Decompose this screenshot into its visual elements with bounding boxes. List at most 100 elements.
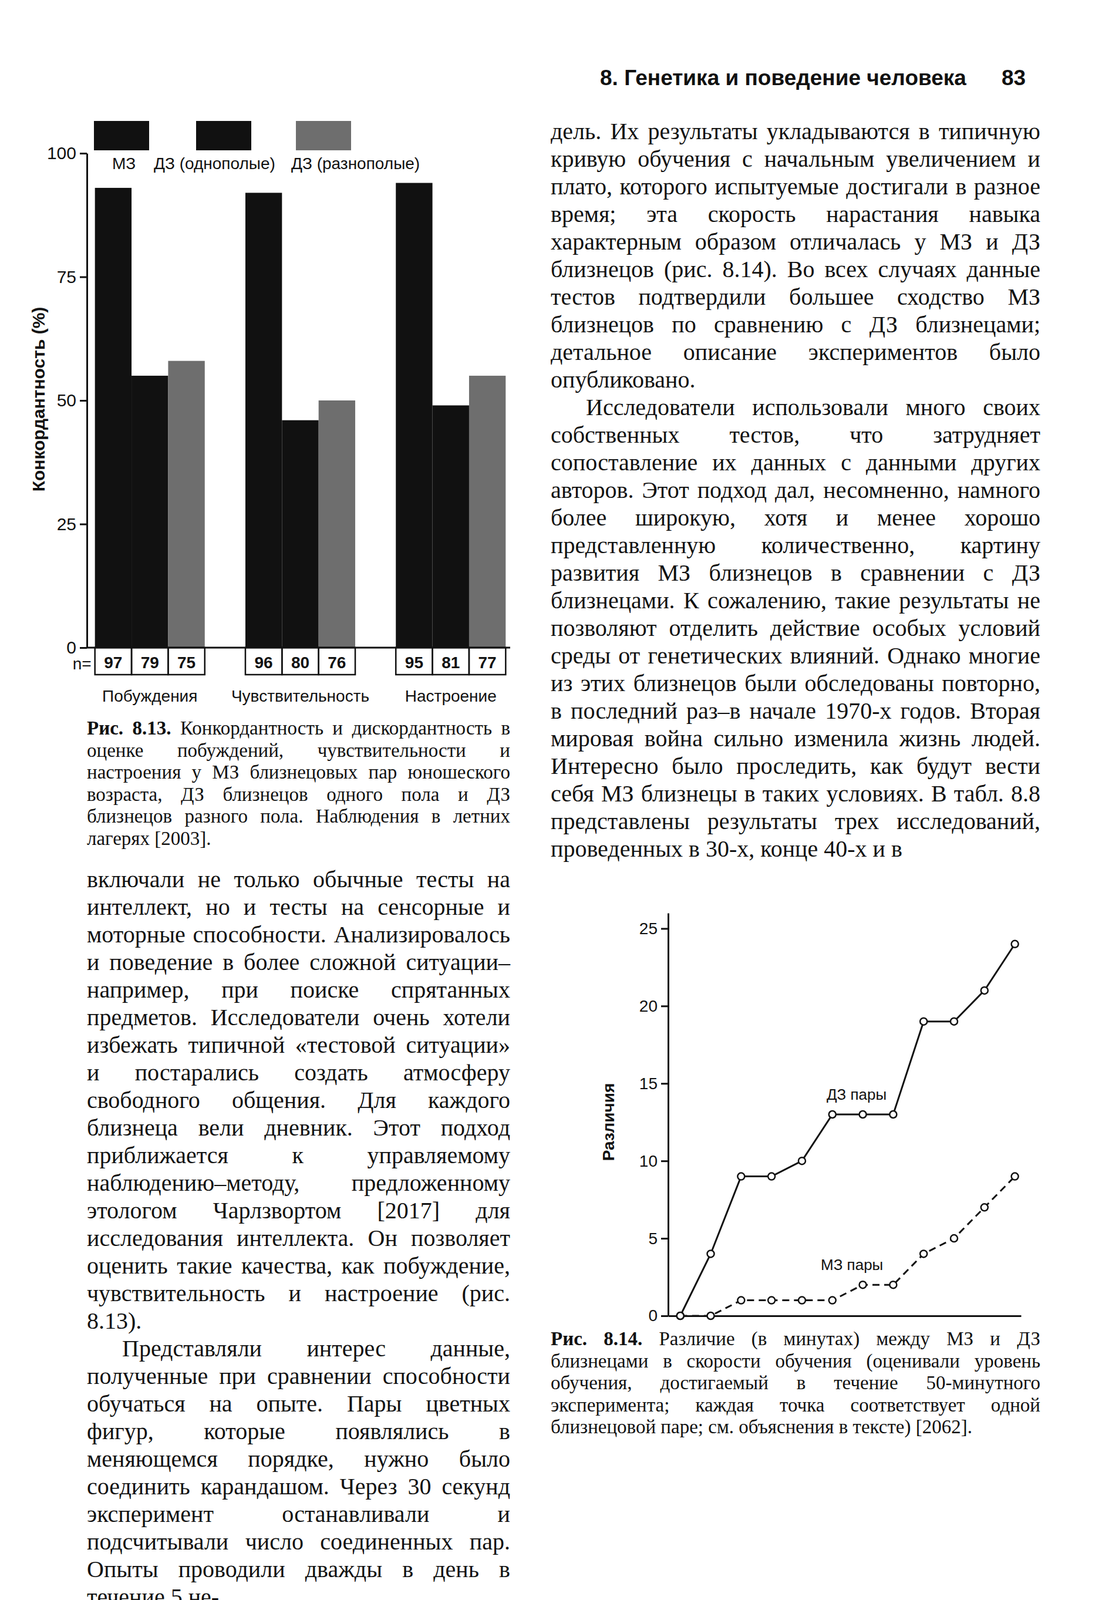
tick: 100: [46, 143, 87, 163]
y-axis: 0255075100: [46, 143, 88, 657]
legend-label: МЗ: [112, 154, 136, 173]
tick-label: 50: [56, 390, 77, 410]
tick: 0: [648, 1306, 669, 1325]
tick-mark: [661, 1160, 669, 1162]
caption-label: Рис. 8.14.: [550, 1328, 643, 1350]
bar: [318, 400, 356, 648]
n-value: 96: [254, 653, 273, 672]
n-value: 80: [291, 653, 310, 672]
point: [981, 986, 989, 994]
point: [707, 1312, 715, 1320]
point: [919, 1018, 928, 1026]
tick-mark: [661, 1237, 669, 1240]
tick-label: 20: [639, 996, 658, 1016]
tick-label: Настроение: [405, 686, 497, 706]
point: [798, 1296, 806, 1304]
tick-mark: [79, 276, 87, 279]
bar: [432, 405, 470, 648]
point: [919, 1249, 928, 1257]
text-column: дель. Их результаты укладываются в типич…: [550, 117, 1041, 863]
tick-mark: [79, 523, 87, 526]
x-axis: Побуждения Чувствительность Настроение: [86, 647, 511, 706]
n-value: 81: [441, 653, 460, 672]
point: [889, 1110, 897, 1118]
point: [1011, 940, 1019, 948]
paragraph: дель. Их результаты укладываются в типич…: [550, 117, 1041, 394]
point: [889, 1281, 897, 1289]
tick: Побуждения: [102, 647, 198, 706]
paragraph: Представляли интерес данные, полученные …: [86, 1334, 511, 1600]
n-cell: [432, 647, 470, 675]
tick-label: 100: [46, 143, 77, 163]
bar: [131, 375, 168, 648]
point: [767, 1173, 775, 1181]
paragraph: Исследователи использовали много своих с…: [550, 393, 1041, 863]
tick: 50: [56, 390, 87, 410]
tick-label: 25: [56, 514, 77, 534]
tick: 75: [56, 267, 87, 287]
n-cell: [469, 647, 506, 675]
figure-caption: Рис. 8.14. Различие (в минутах) между МЗ…: [550, 1328, 1041, 1439]
tick-label: 25: [639, 919, 658, 938]
n-value: 97: [103, 653, 123, 672]
n-row: 979695798081757677n=: [72, 647, 507, 675]
point: [981, 1203, 989, 1211]
caption-gap: [642, 1328, 659, 1350]
point: [950, 1234, 958, 1242]
paragraph: включали не только обычные тесты на инте…: [86, 865, 511, 1335]
n-cell: [281, 647, 319, 675]
legend-swatch: [196, 120, 252, 151]
tick-label: 15: [639, 1074, 658, 1093]
n-cell: [167, 647, 205, 675]
point: [859, 1110, 867, 1118]
series-label: МЗ пары: [820, 1255, 883, 1274]
tick-mark: [661, 927, 669, 930]
tick-mark: [79, 399, 87, 402]
tick: 5: [648, 1229, 669, 1248]
y-axis-title: Различия: [599, 1083, 618, 1162]
tick-mark: [661, 1005, 669, 1007]
tick-label: 5: [648, 1229, 658, 1248]
n-cell: [131, 647, 168, 675]
point: [767, 1296, 775, 1304]
bar: [95, 187, 132, 648]
point: [950, 1018, 958, 1026]
n-value: 76: [327, 653, 346, 672]
x-axis: [668, 1315, 1022, 1317]
y-axis-title: Конкордантность (%): [28, 307, 49, 492]
tick-label: 10: [639, 1151, 658, 1171]
point: [707, 1249, 715, 1257]
tick: 25: [56, 514, 87, 534]
tick: Чувствительность: [231, 647, 370, 706]
n-value: 77: [478, 653, 497, 672]
y-axis: 0 5 10 15 20 25: [639, 913, 669, 1326]
page-number: 83: [1001, 65, 1026, 91]
n-cell: [318, 647, 356, 675]
legend: МЗ ДЗ (однополые) ДЗ (разнополые): [93, 120, 420, 173]
text-column: включали не только обычные тесты на инте…: [86, 865, 511, 1600]
n-cell: [95, 647, 132, 675]
axis-line: [667, 913, 670, 1317]
bar-chart: 0255075100ПобужденияЧувствительностьНаст…: [28, 120, 511, 706]
tick-mark: [661, 1315, 669, 1317]
tick: 10: [639, 1151, 669, 1171]
legend-label: ДЗ (разнополые): [291, 154, 420, 173]
series-line: [680, 944, 1016, 1316]
n-cell: [245, 647, 282, 675]
bar: [167, 361, 205, 648]
series-label: ДЗ пары: [826, 1085, 887, 1104]
point: [798, 1157, 806, 1165]
tick-mark: [79, 152, 87, 155]
tick: 20: [639, 996, 669, 1016]
n-value: 95: [405, 653, 424, 672]
bar: [245, 192, 282, 648]
caption-gap: [170, 717, 180, 739]
n-label: n=: [72, 654, 92, 673]
point: [737, 1173, 745, 1181]
legend-label: ДЗ (однополые): [153, 154, 276, 173]
tick-mark: [79, 646, 87, 649]
axis-line: [668, 1315, 1022, 1317]
bars: [95, 183, 507, 648]
tick-label: Чувствительность: [231, 686, 370, 706]
point: [828, 1110, 837, 1118]
